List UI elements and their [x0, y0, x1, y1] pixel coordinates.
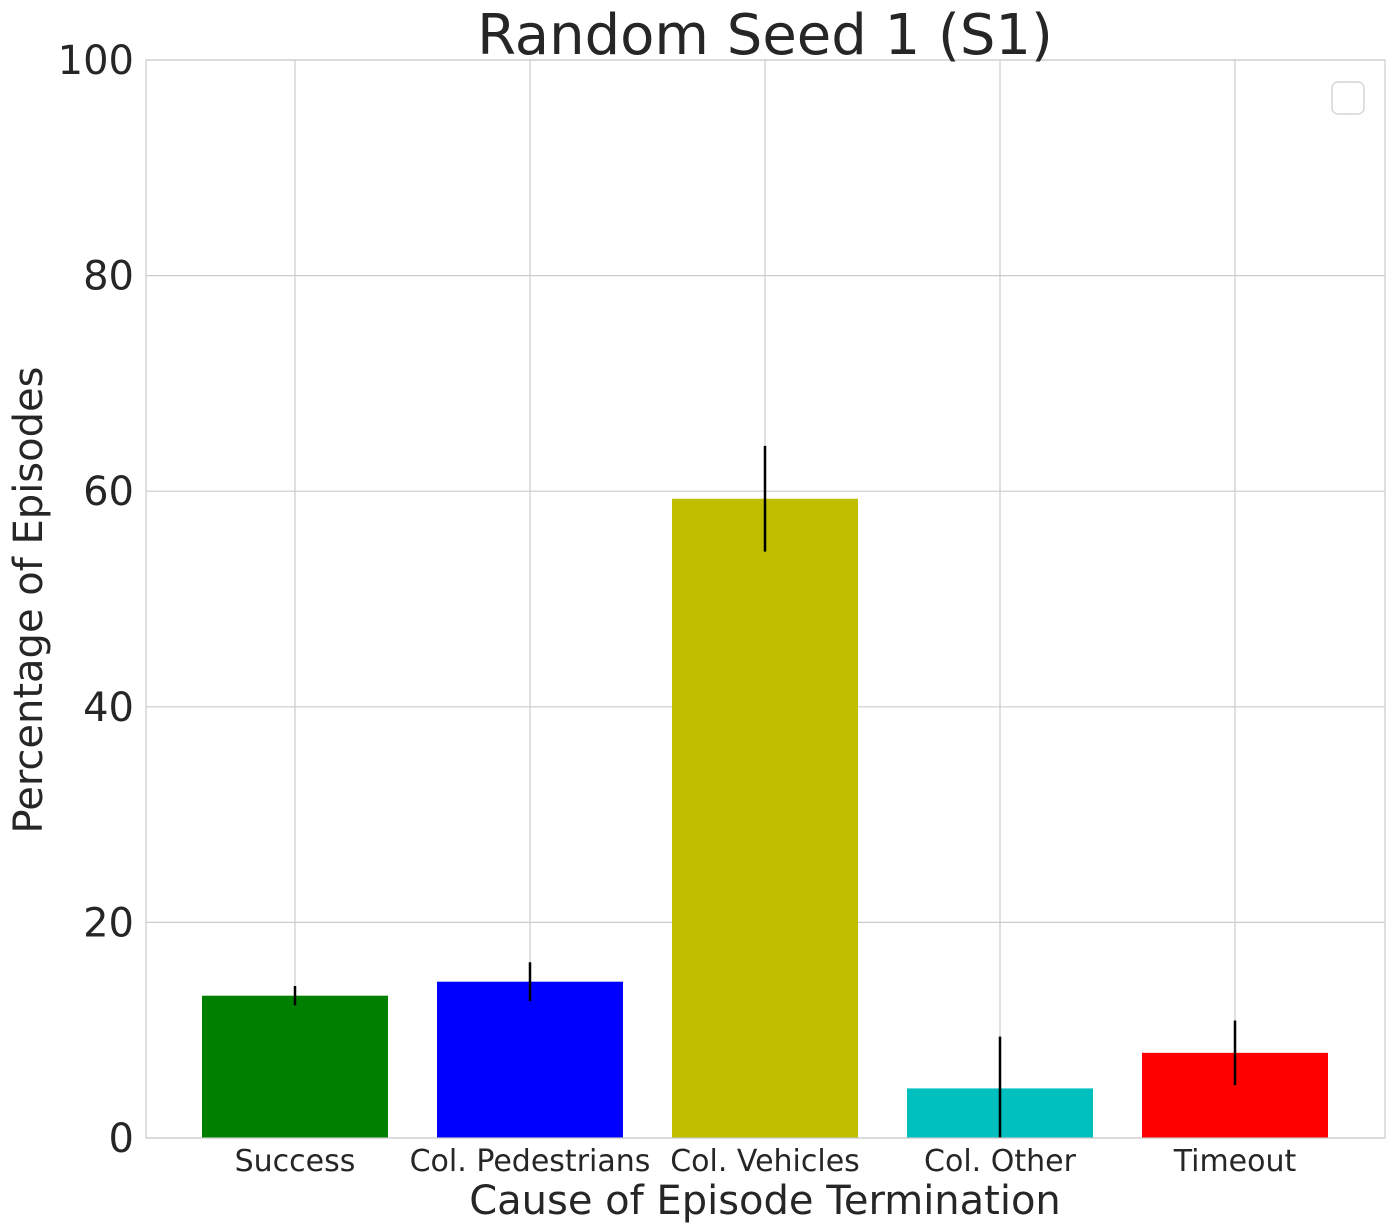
x-tick-labels: Success Col. Pedestrians Col. Vehicles Col.… [235, 1144, 1297, 1179]
bar [672, 498, 858, 1139]
x-axis-label: Cause of Episode Termination [469, 1178, 1061, 1224]
x-tick-label: Success [235, 1144, 356, 1179]
bar [202, 995, 388, 1138]
y-tick-label: 0 [109, 1116, 134, 1162]
chart-title: Random Seed 1 (S1) [477, 3, 1053, 68]
error-bars [293, 445, 1237, 1138]
x-tick-label: Col. Other [924, 1144, 1077, 1179]
y-tick-label: 100 [58, 38, 134, 84]
y-tick-label: 20 [83, 900, 134, 946]
y-tick-labels: 0 20 40 60 80 100 [58, 38, 134, 1162]
x-tick-label: Timeout [1173, 1144, 1297, 1179]
x-tick-label: Col. Vehicles [670, 1144, 860, 1179]
plot-frame [145, 59, 1386, 1139]
bar [437, 981, 623, 1138]
y-axis-label: Percentage of Episodes [6, 367, 52, 834]
y-tick-label: 80 [83, 254, 134, 300]
y-tick-label: 60 [83, 469, 134, 515]
legend-box [1331, 81, 1365, 115]
x-tick-label: Col. Pedestrians [410, 1144, 651, 1179]
y-tick-label: 40 [83, 685, 134, 731]
